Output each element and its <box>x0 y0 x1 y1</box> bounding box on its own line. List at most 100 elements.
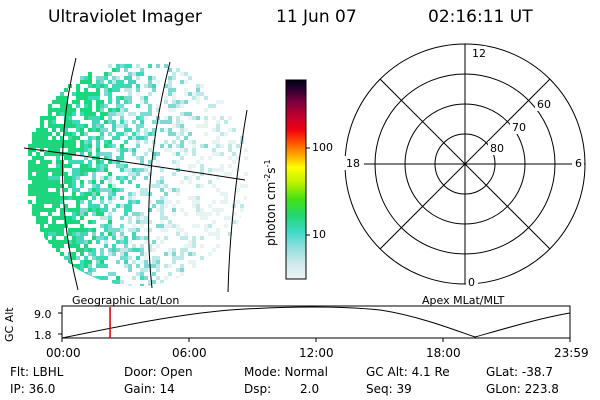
disk-pixel <box>144 132 148 136</box>
disk-pixel <box>164 224 168 228</box>
disk-pixel <box>132 152 136 156</box>
disk-pixel <box>88 100 92 104</box>
disk-pixel <box>116 124 120 128</box>
disk-pixel <box>88 104 92 108</box>
disk-pixel <box>228 148 232 152</box>
disk-pixel <box>124 84 128 88</box>
disk-pixel <box>44 236 48 240</box>
disk-pixel <box>124 128 128 132</box>
disk-pixel <box>56 168 60 172</box>
disk-pixel <box>152 84 156 88</box>
disk-pixel <box>240 184 244 188</box>
disk-pixel <box>128 264 132 268</box>
disk-pixel <box>100 176 104 180</box>
disk-pixel <box>96 80 100 84</box>
disk-pixel <box>180 72 184 76</box>
disk-pixel <box>40 196 44 200</box>
disk-pixel <box>136 236 140 240</box>
gain-info: Gain: 14 <box>124 382 175 396</box>
disk-pixel <box>132 192 136 196</box>
disk-pixel <box>48 232 52 236</box>
disk-pixel <box>124 208 128 212</box>
disk-pixel <box>176 104 180 108</box>
disk-pixel <box>172 256 176 260</box>
disk-pixel <box>112 208 116 212</box>
disk-pixel <box>116 64 120 68</box>
disk-pixel <box>72 144 76 148</box>
disk-pixel <box>120 152 124 156</box>
disk-pixel <box>196 176 200 180</box>
disk-pixel <box>92 176 96 180</box>
disk-pixel <box>168 116 172 120</box>
disk-pixel <box>232 212 236 216</box>
disk-pixel <box>76 196 80 200</box>
disk-pixel <box>40 128 44 132</box>
lat-label-60: 60 <box>537 98 551 111</box>
disk-pixel <box>40 124 44 128</box>
disk-pixel <box>112 196 116 200</box>
disk-pixel <box>40 200 44 204</box>
disk-pixel <box>64 144 68 148</box>
disk-pixel <box>112 228 116 232</box>
disk-pixel <box>48 168 52 172</box>
disk-pixel <box>184 152 188 156</box>
disk-pixel <box>80 252 84 256</box>
disk-pixel <box>216 100 220 104</box>
disk-pixel <box>108 176 112 180</box>
disk-pixel <box>180 120 184 124</box>
disk-pixel <box>116 136 120 140</box>
disk-pixel <box>72 212 76 216</box>
disk-pixel <box>52 144 56 148</box>
disk-pixel <box>96 240 100 244</box>
disk-pixel <box>76 240 80 244</box>
disk-pixel <box>44 180 48 184</box>
disk-pixel <box>84 228 88 232</box>
disk-pixel <box>128 112 132 116</box>
disk-pixel <box>32 188 36 192</box>
disk-pixel <box>196 100 200 104</box>
disk-pixel <box>168 188 172 192</box>
lat-line <box>23 147 246 181</box>
disk-pixel <box>176 160 180 164</box>
disk-pixel <box>92 136 96 140</box>
disk-pixel <box>80 128 84 132</box>
disk-pixel <box>200 124 204 128</box>
disk-pixel <box>84 124 88 128</box>
disk-pixel <box>144 220 148 224</box>
disk-pixel <box>148 132 152 136</box>
disk-pixel <box>28 160 32 164</box>
disk-pixel <box>84 264 88 268</box>
disk-pixel <box>240 208 244 212</box>
disk-pixel <box>220 192 224 196</box>
disk-pixel <box>68 244 72 248</box>
disk-pixel <box>152 128 156 132</box>
disk-pixel <box>116 68 120 72</box>
seq-info: Seq: 39 <box>366 382 412 396</box>
disk-pixel <box>84 212 88 216</box>
disk-pixel <box>216 128 220 132</box>
disk-pixel <box>108 160 112 164</box>
disk-pixel <box>136 140 140 144</box>
disk-pixel <box>220 168 224 172</box>
disk-pixel <box>176 132 180 136</box>
disk-pixel <box>36 188 40 192</box>
disk-pixel <box>140 124 144 128</box>
disk-pixel <box>164 116 168 120</box>
disk-pixel <box>160 280 164 284</box>
disk-pixel <box>164 192 168 196</box>
lat-label-70: 70 <box>512 121 526 134</box>
disk-pixel <box>224 216 228 220</box>
disk-pixel <box>112 128 116 132</box>
disk-pixel <box>116 100 120 104</box>
disk-pixel <box>92 188 96 192</box>
ytick-label-1-8: 1.8 <box>34 329 52 342</box>
disk-pixel <box>112 184 116 188</box>
disk-pixel <box>88 84 92 88</box>
disk-pixel <box>28 152 32 156</box>
disk-pixel <box>140 116 144 120</box>
disk-pixel <box>136 228 140 232</box>
disk-pixel <box>144 252 148 256</box>
disk-pixel <box>152 204 156 208</box>
disk-pixel <box>92 180 96 184</box>
disk-pixel <box>80 108 84 112</box>
